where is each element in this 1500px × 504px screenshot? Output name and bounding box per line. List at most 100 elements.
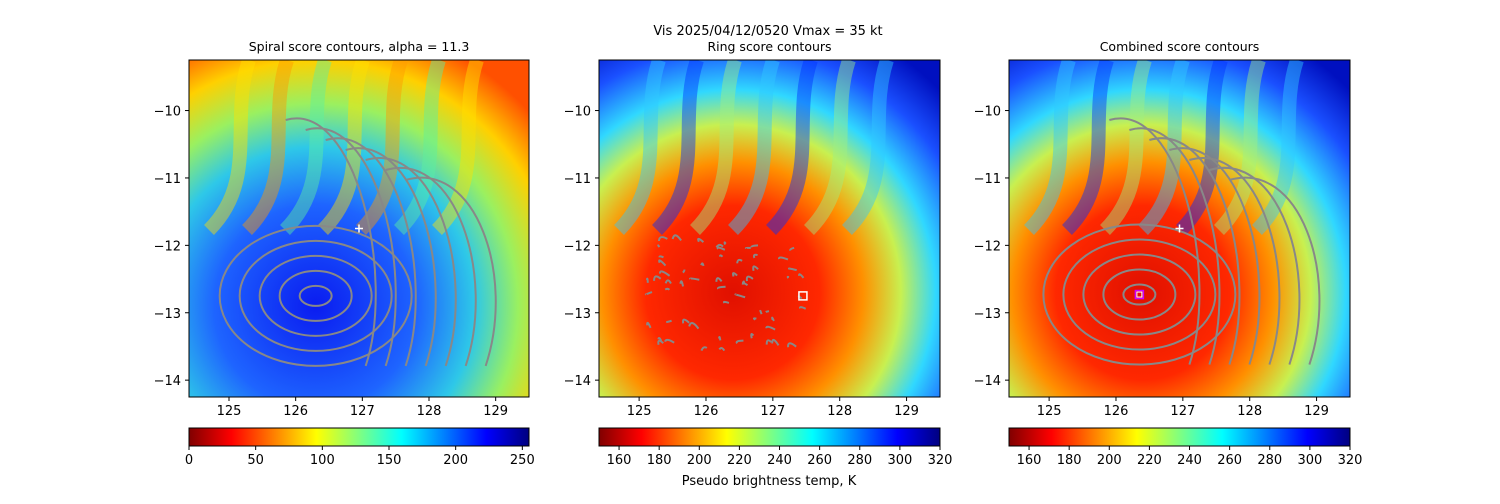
ring-contour-fragment — [664, 287, 671, 291]
contour-ring — [1122, 283, 1157, 306]
cloud-band — [355, 60, 408, 235]
colorbar-tick-label: 260 — [1217, 453, 1242, 468]
y-tick-label: −14 — [564, 374, 591, 389]
contour-arc — [1229, 176, 1321, 365]
cloud-band — [1099, 60, 1152, 235]
colorbar-tick-label: 50 — [247, 453, 264, 468]
ring-contour-fragment — [716, 246, 726, 251]
ring-contour-fragment — [718, 347, 726, 352]
cloud-band — [651, 60, 704, 235]
x-tick-label: 127 — [1170, 404, 1195, 419]
y-tick-label: −12 — [564, 239, 591, 254]
panel-title: Ring score contours — [707, 39, 831, 54]
colorbar-tick-label: 150 — [377, 453, 402, 468]
x-tick-label: 125 — [1037, 404, 1062, 419]
colorbar-tick-label: 0 — [185, 453, 193, 468]
ring-contour-fragment — [765, 325, 776, 331]
x-tick-label: 126 — [1104, 404, 1129, 419]
contour-ring — [278, 269, 353, 322]
colorbar-tick-label: 180 — [647, 453, 672, 468]
ring-contour-fragment — [759, 309, 763, 315]
colorbar-tick-label: 220 — [727, 453, 752, 468]
colorbar — [188, 427, 530, 447]
ring-contour-fragment — [789, 246, 795, 251]
ring-contour-fragment — [679, 280, 684, 287]
ring-contour-fragment — [786, 275, 790, 279]
x-tick-label: 128 — [417, 404, 442, 419]
y-tick-label: −11 — [154, 172, 181, 187]
ring-contour-fragment — [722, 300, 730, 304]
contour-arc — [1209, 166, 1301, 365]
axes-frame — [1008, 59, 1351, 398]
ring-contour-fragment — [671, 234, 682, 242]
colorbar-label: Pseudo brightness temp, K — [682, 474, 857, 489]
ring-contour-fragment — [777, 256, 789, 261]
ring-contour-fragment — [645, 277, 649, 283]
colorbar-tick-label: 180 — [1057, 453, 1082, 468]
contour-arc — [405, 176, 497, 367]
colorbar-tick-label: 250 — [510, 453, 535, 468]
y-tick-label: −12 — [974, 239, 1001, 254]
ring-contour-fragment — [646, 321, 652, 329]
ring-contour-fragment — [732, 272, 738, 277]
y-tick-label: −10 — [564, 105, 591, 120]
colorbar-tick-label: 300 — [887, 453, 912, 468]
center-marker — [798, 291, 808, 301]
ring-contour-fragment — [734, 293, 746, 299]
x-tick-label: 127 — [350, 404, 375, 419]
ring-contour-fragment — [715, 277, 723, 282]
contour-ring — [1042, 223, 1237, 366]
cloud-band — [1213, 60, 1266, 235]
ring-contour-fragment — [700, 346, 708, 351]
ring-contour-fragment — [682, 269, 686, 274]
ring-contour-fragment — [658, 255, 664, 259]
contour-arc — [325, 137, 417, 367]
ring-contour-fragment — [658, 259, 667, 267]
y-tick-label: −11 — [974, 172, 1001, 187]
ring-contour-fragment — [716, 285, 726, 290]
y-tick-label: −14 — [154, 374, 181, 389]
ring-contour-fragment — [752, 317, 757, 321]
cloud-band — [393, 60, 446, 235]
y-tick-label: −10 — [974, 105, 1001, 120]
ring-contour-fragment — [744, 246, 751, 250]
ring-contour-fragment — [657, 244, 661, 248]
ring-contour-fragment — [688, 322, 700, 330]
colorbar-tick-label: 100 — [310, 453, 335, 468]
ring-contour-fragment — [700, 262, 705, 267]
center-marker-2 — [1136, 291, 1143, 298]
ring-contour-fragment — [798, 273, 805, 279]
cloud-band — [613, 60, 666, 235]
axes-frame — [188, 59, 530, 398]
ring-contour-fragment — [666, 319, 672, 324]
colorbar-tick-label: 280 — [1257, 453, 1282, 468]
ring-contour-fragment — [719, 254, 724, 258]
y-tick-label: −12 — [154, 239, 181, 254]
cloud-band — [241, 60, 294, 235]
contour-ring — [258, 254, 373, 337]
colorbar-tick-label: 240 — [767, 453, 792, 468]
colorbar-tick-label: 220 — [1137, 453, 1162, 468]
cloud-band — [431, 60, 484, 235]
colorbar-tick-label: 200 — [687, 453, 712, 468]
x-tick-label: 125 — [217, 404, 242, 419]
x-tick-label: 126 — [694, 404, 719, 419]
ring-contour-fragment — [752, 253, 758, 259]
cloud-band — [727, 60, 780, 235]
ring-contour-fragment — [664, 279, 672, 284]
cloud-band — [1023, 60, 1076, 235]
contour-arc — [1189, 157, 1281, 365]
contour-arc — [305, 127, 397, 367]
y-tick-label: −13 — [974, 307, 1001, 322]
cloud-band — [689, 60, 742, 235]
ring-contour-fragment — [750, 333, 755, 339]
contour-arc — [1109, 117, 1201, 365]
cloud-band — [279, 60, 332, 235]
axes-frame — [598, 59, 941, 398]
contour-arc — [345, 147, 437, 367]
colorbar — [1008, 427, 1351, 447]
ring-contour-fragment — [735, 339, 744, 345]
cloud-band — [1251, 60, 1304, 235]
colorbar-tick-label: 320 — [1338, 453, 1363, 468]
